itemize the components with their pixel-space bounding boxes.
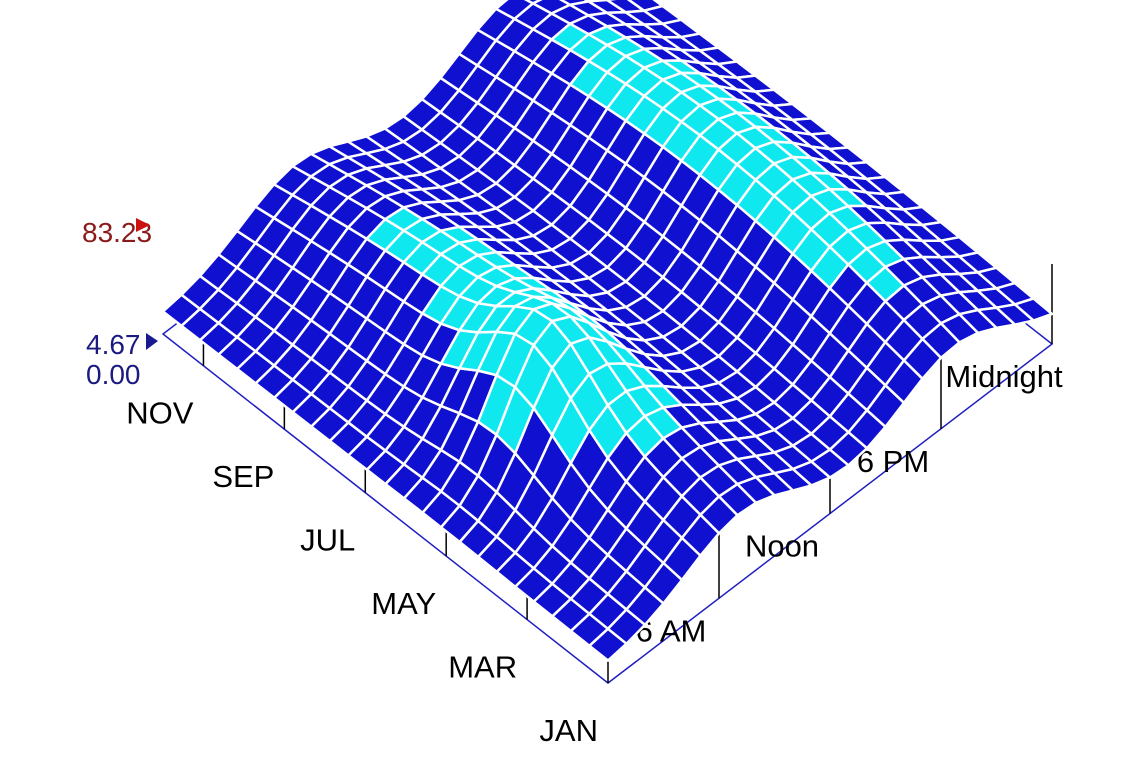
- surface-mesh: [161, 0, 1055, 663]
- month-tick-label: NOV: [126, 396, 194, 431]
- z-mid-label: 4.67: [86, 329, 141, 360]
- hour-tick-label: Midnight: [945, 359, 1063, 394]
- month-tick-label: MAR: [448, 650, 517, 685]
- z-mid-marker: [146, 333, 158, 350]
- month-tick-label: MAY: [371, 586, 436, 621]
- month-tick-label: JAN: [539, 713, 598, 748]
- month-tick-label: JUL: [300, 523, 355, 558]
- hour-tick-label: 6 PM: [857, 444, 929, 479]
- surface-cell: [1012, 297, 1055, 322]
- month-tick-label: SEP: [212, 459, 274, 494]
- hour-tick-label: Noon: [745, 529, 819, 564]
- z-min-label: 0.00: [86, 359, 141, 390]
- z-max-marker: [136, 218, 150, 232]
- z-axis-legend: 83.23 4.67 0.00: [82, 217, 158, 390]
- base-plane-outline: [161, 0, 1054, 684]
- base-frame: [161, 0, 1054, 684]
